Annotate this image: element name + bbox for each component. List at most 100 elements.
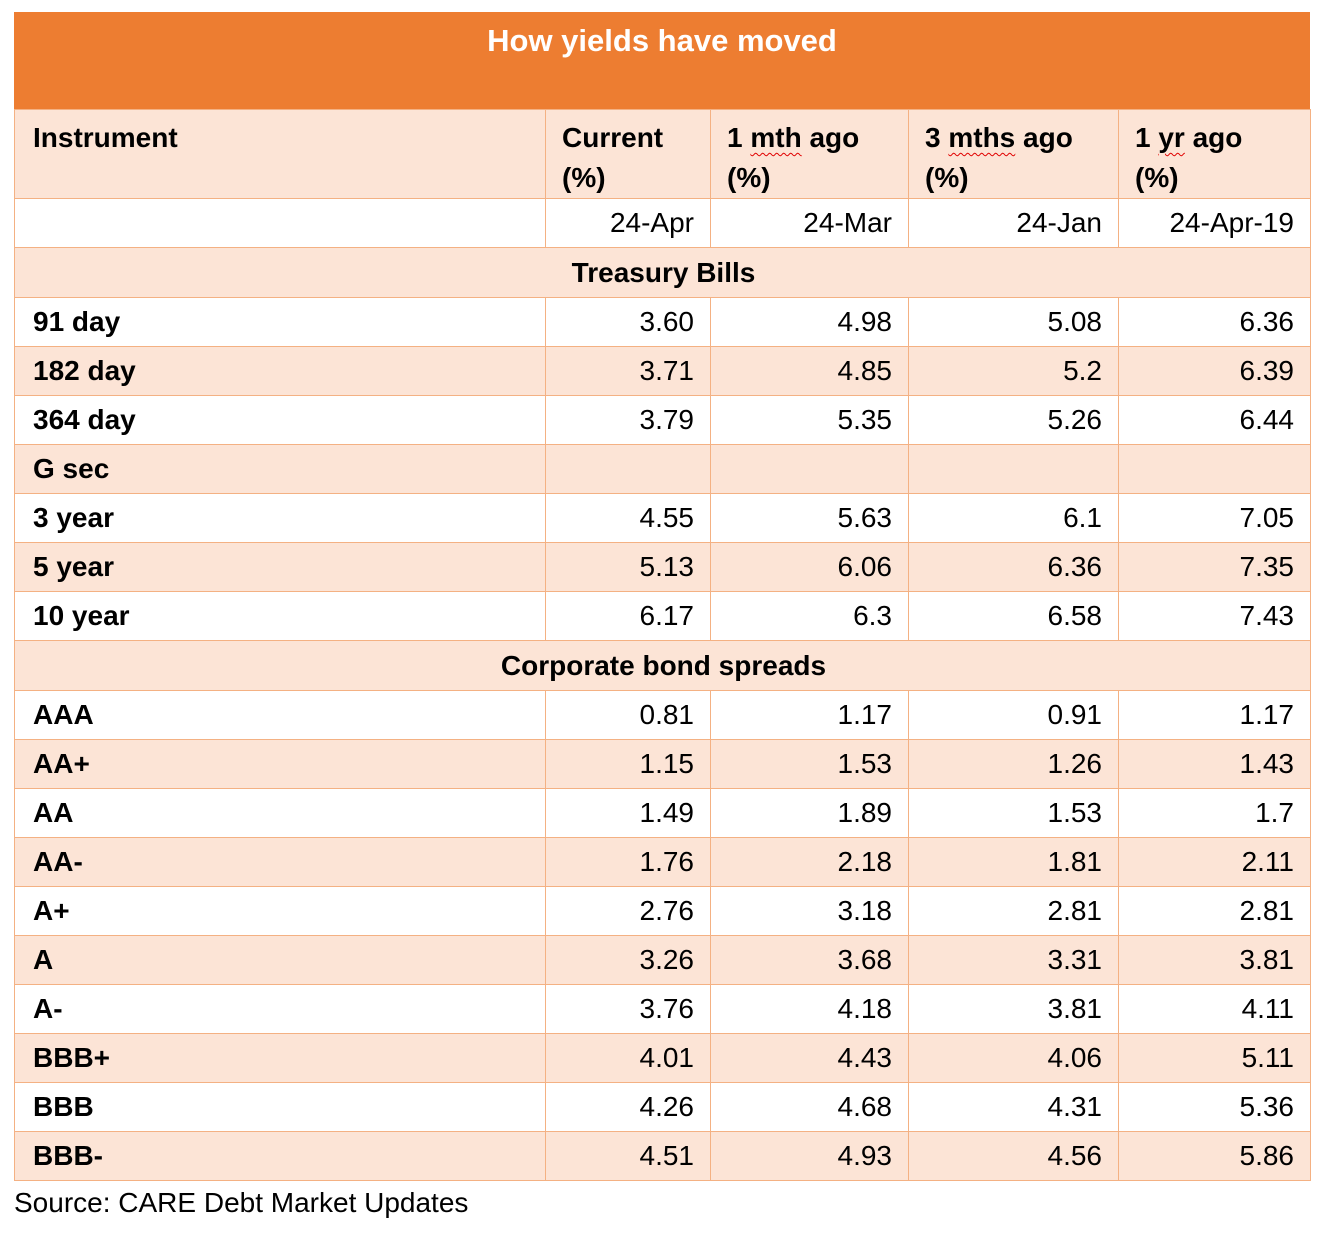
value-cell: 0.91 [908,690,1119,740]
row-label: BBB [14,1082,546,1132]
source-note: Source: CARE Debt Market Updates [14,1187,469,1218]
value-cell: 6.3 [710,591,909,641]
yields-table-container: How yields have moved Instrument Current… [14,12,1311,1219]
empty-cell [1118,444,1311,494]
row-label: AAA [14,690,546,740]
yields-table: Instrument Current (%) 1 mth ago (%) 3 mth… [14,109,1311,1181]
value-cell: 1.53 [908,788,1119,838]
value-cell: 3.79 [545,395,711,445]
value-cell: 4.31 [908,1082,1119,1132]
date-cell: 24-Jan [908,198,1119,248]
section-title: Corporate bond spreads [14,640,1311,691]
value-cell: 5.63 [710,493,909,543]
value-cell: 2.76 [545,886,711,936]
table-row: A- 3.76 4.18 3.81 4.11 [14,984,1311,1034]
value-cell: 4.26 [545,1082,711,1132]
value-cell: 1.49 [545,788,711,838]
table-row: A+ 2.76 3.18 2.81 2.81 [14,886,1311,936]
date-cell-empty [14,198,546,248]
row-label: G sec [14,444,546,494]
value-cell: 5.86 [1118,1131,1311,1181]
value-cell: 3.76 [545,984,711,1034]
table-row: 91 day 3.60 4.98 5.08 6.36 [14,297,1311,347]
row-label: 10 year [14,591,546,641]
row-label: AA+ [14,739,546,789]
value-cell: 6.58 [908,591,1119,641]
row-label: A- [14,984,546,1034]
value-cell: 4.11 [1118,984,1311,1034]
value-cell: 5.35 [710,395,909,445]
row-label: 3 year [14,493,546,543]
value-cell: 4.43 [710,1033,909,1083]
value-cell: 6.06 [710,542,909,592]
value-cell: 1.17 [1118,690,1311,740]
value-cell: 3.81 [908,984,1119,1034]
value-cell: 5.08 [908,297,1119,347]
value-cell: 3.68 [710,935,909,985]
section-title: Treasury Bills [14,247,1311,298]
value-cell: 5.26 [908,395,1119,445]
header-3-months-ago: 3 mths ago (%) [908,109,1119,199]
row-label: 182 day [14,346,546,396]
value-cell: 1.43 [1118,739,1311,789]
row-label: 364 day [14,395,546,445]
value-cell: 4.51 [545,1131,711,1181]
table-row: 3 year 4.55 5.63 6.1 7.05 [14,493,1311,543]
header-instrument: Instrument [14,109,546,199]
value-cell: 5.36 [1118,1082,1311,1132]
value-cell: 2.11 [1118,837,1311,887]
table-row: AA+ 1.15 1.53 1.26 1.43 [14,739,1311,789]
value-cell: 6.36 [1118,297,1311,347]
row-label: AA- [14,837,546,887]
header-1-month-ago: 1 mth ago (%) [710,109,909,199]
value-cell: 4.68 [710,1082,909,1132]
value-cell: 7.05 [1118,493,1311,543]
value-cell: 6.39 [1118,346,1311,396]
value-cell: 3.81 [1118,935,1311,985]
value-cell: 0.81 [545,690,711,740]
row-label: BBB- [14,1131,546,1181]
value-cell: 4.18 [710,984,909,1034]
value-cell: 4.85 [710,346,909,396]
table-row: 182 day 3.71 4.85 5.2 6.39 [14,346,1311,396]
empty-cell [545,444,711,494]
empty-cell [908,444,1119,494]
value-cell: 6.17 [545,591,711,641]
row-label: 5 year [14,542,546,592]
section-treasury-bills: Treasury Bills [14,247,1311,298]
table-row: 364 day 3.79 5.35 5.26 6.44 [14,395,1311,445]
value-cell: 6.44 [1118,395,1311,445]
table-row: 10 year 6.17 6.3 6.58 7.43 [14,591,1311,641]
value-cell: 3.31 [908,935,1119,985]
header-current: Current (%) [545,109,711,199]
value-cell: 4.55 [545,493,711,543]
value-cell: 1.76 [545,837,711,887]
value-cell: 1.53 [710,739,909,789]
value-cell: 4.98 [710,297,909,347]
value-cell: 1.89 [710,788,909,838]
row-label: BBB+ [14,1033,546,1083]
value-cell: 7.35 [1118,542,1311,592]
value-cell: 5.11 [1118,1033,1311,1083]
table-row: 5 year 5.13 6.06 6.36 7.35 [14,542,1311,592]
table-row: AA 1.49 1.89 1.53 1.7 [14,788,1311,838]
value-cell: 3.18 [710,886,909,936]
row-label: 91 day [14,297,546,347]
value-cell: 4.56 [908,1131,1119,1181]
gsec-label-row: G sec [14,444,1311,494]
value-cell: 4.93 [710,1131,909,1181]
value-cell: 4.06 [908,1033,1119,1083]
value-cell: 2.81 [1118,886,1311,936]
empty-cell [710,444,909,494]
value-cell: 1.26 [908,739,1119,789]
value-cell: 1.7 [1118,788,1311,838]
value-cell: 6.36 [908,542,1119,592]
value-cell: 2.18 [710,837,909,887]
value-cell: 7.43 [1118,591,1311,641]
table-row: BBB+ 4.01 4.43 4.06 5.11 [14,1033,1311,1083]
value-cell: 5.13 [545,542,711,592]
value-cell: 1.81 [908,837,1119,887]
table-row: A 3.26 3.68 3.31 3.81 [14,935,1311,985]
date-cell: 24-Mar [710,198,909,248]
date-row: 24-Apr 24-Mar 24-Jan 24-Apr-19 [14,198,1311,248]
